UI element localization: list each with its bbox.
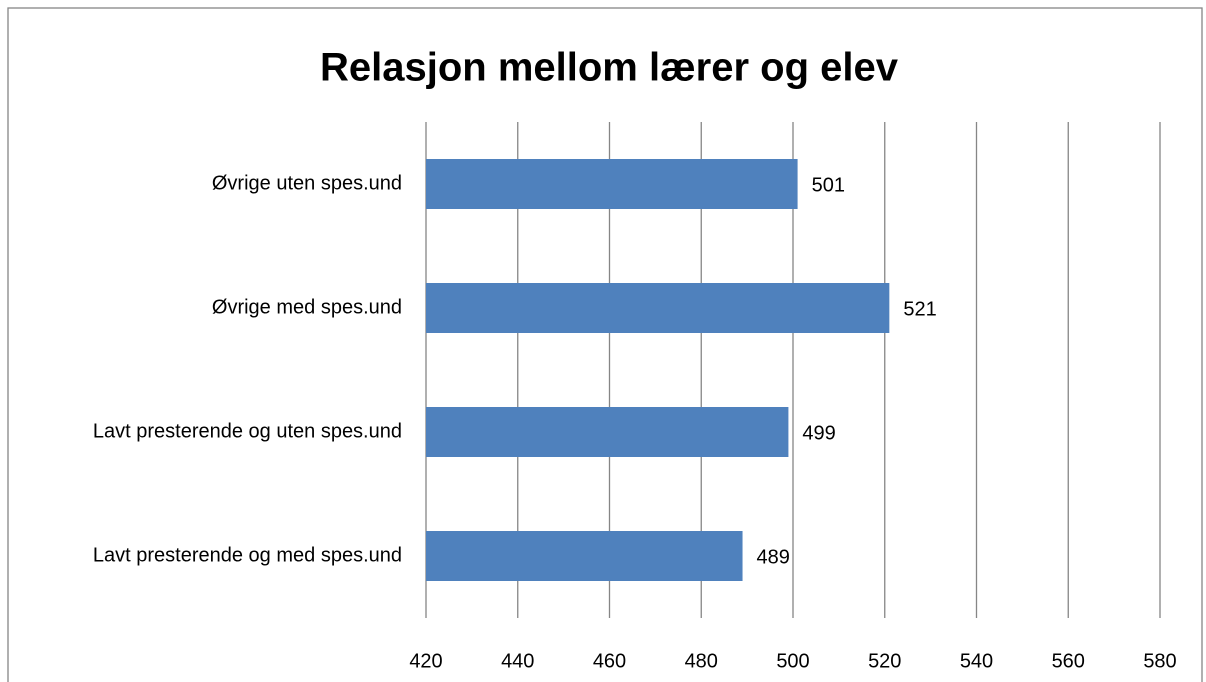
bar — [426, 159, 798, 209]
bar — [426, 407, 789, 457]
data-label: 499 — [802, 422, 835, 444]
data-label: 501 — [812, 174, 845, 196]
y-tick-label: Øvrige med spes.und — [212, 296, 402, 318]
chart-title: Relasjon mellom lærer og elev — [320, 46, 899, 90]
x-tick-label: 440 — [501, 650, 534, 672]
x-tick-label: 540 — [960, 650, 993, 672]
y-tick-label: Øvrige uten spes.und — [212, 172, 402, 194]
data-label: 489 — [757, 546, 790, 568]
bar — [426, 531, 743, 581]
x-tick-label: 560 — [1052, 650, 1085, 672]
data-label: 521 — [903, 298, 936, 320]
x-tick-label: 580 — [1143, 650, 1176, 672]
x-tick-label: 460 — [593, 650, 626, 672]
x-tick-label: 500 — [776, 650, 809, 672]
y-tick-label: Lavt presterende og uten spes.und — [93, 420, 402, 442]
x-tick-label: 480 — [685, 650, 718, 672]
x-tick-label: 520 — [868, 650, 901, 672]
bar — [426, 283, 890, 333]
y-tick-label: Lavt presterende og med spes.und — [93, 544, 402, 566]
x-tick-label: 420 — [409, 650, 442, 672]
